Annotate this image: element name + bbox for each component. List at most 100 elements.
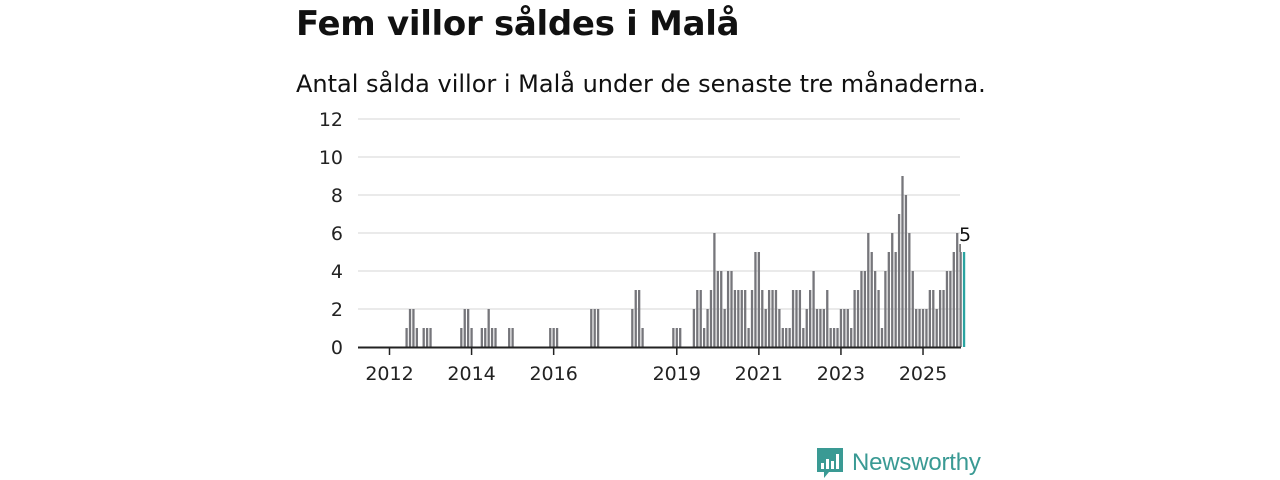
bar <box>809 290 812 347</box>
bar <box>829 328 832 347</box>
bar-chart: 0 2 4 6 8 10 12 2012 2014 2016 2019 2021 2023 2025 5 <box>319 109 971 385</box>
bar <box>692 309 696 347</box>
bar <box>463 309 466 347</box>
bar <box>631 309 634 347</box>
x-tick-label: 2025 <box>899 363 947 385</box>
bar <box>863 271 867 347</box>
bar <box>795 290 798 347</box>
bar <box>590 309 593 347</box>
bar <box>932 290 935 347</box>
bar <box>959 252 962 347</box>
bar <box>675 328 678 347</box>
bar <box>720 271 723 347</box>
bar <box>596 309 600 347</box>
bar <box>815 309 819 347</box>
y-tick-label: 4 <box>331 261 343 283</box>
bar <box>429 328 432 347</box>
bar <box>826 290 829 347</box>
bar <box>641 328 644 347</box>
bar <box>737 290 740 347</box>
bar <box>918 309 921 347</box>
bar <box>726 271 730 347</box>
x-axis-ticks: 2012 2014 2016 2019 2021 2023 2025 <box>365 348 947 385</box>
bar <box>839 309 843 347</box>
bar <box>850 328 853 347</box>
x-tick-label: 2021 <box>735 363 783 385</box>
x-tick-label: 2012 <box>365 363 413 385</box>
bar <box>908 233 911 347</box>
bar <box>764 309 767 347</box>
bar <box>754 252 757 347</box>
bar <box>696 290 699 347</box>
bar <box>778 309 781 347</box>
bar <box>408 309 412 347</box>
bar <box>723 309 726 347</box>
bar <box>706 309 709 347</box>
bar <box>870 252 873 347</box>
gridlines <box>358 118 960 310</box>
x-tick-label: 2014 <box>447 363 495 385</box>
bar <box>480 328 483 347</box>
bar <box>494 328 497 347</box>
bar <box>819 309 822 347</box>
bar <box>921 309 925 347</box>
bar <box>891 233 894 347</box>
bar <box>836 328 839 347</box>
bar <box>785 328 788 347</box>
bar <box>843 309 846 347</box>
bar <box>771 290 774 347</box>
bar <box>877 290 880 347</box>
bar <box>555 328 559 347</box>
bar <box>412 309 415 347</box>
x-tick-label: 2016 <box>529 363 577 385</box>
bar <box>425 328 429 347</box>
bar <box>812 271 815 347</box>
bar <box>487 309 490 347</box>
bar <box>467 309 470 347</box>
bar <box>774 290 778 347</box>
bar <box>860 271 863 347</box>
bar <box>415 328 419 347</box>
y-tick-label: 8 <box>331 185 343 207</box>
x-tick-label: 2023 <box>817 363 865 385</box>
bar <box>511 328 514 347</box>
bar <box>884 271 887 347</box>
bar <box>846 309 849 347</box>
y-tick-label: 6 <box>331 223 343 245</box>
bar <box>832 328 836 347</box>
bar <box>733 290 737 347</box>
bar <box>798 290 802 347</box>
bar <box>802 328 805 347</box>
newsworthy-logo: Newsworthy <box>815 446 981 480</box>
bars <box>405 176 966 347</box>
bar <box>679 328 682 347</box>
bar <box>761 290 764 347</box>
newsworthy-chart-logo-icon <box>817 448 843 478</box>
bar <box>422 328 425 347</box>
bar <box>484 328 487 347</box>
bar <box>702 328 706 347</box>
bar <box>713 233 716 347</box>
bar <box>915 309 918 347</box>
bar <box>709 290 713 347</box>
bar <box>873 271 877 347</box>
bar <box>822 309 825 347</box>
bar <box>928 290 932 347</box>
bar <box>716 271 719 347</box>
bar <box>856 290 860 347</box>
bar <box>945 271 949 347</box>
bar <box>508 328 511 347</box>
last-value-annotation: 5 <box>959 224 971 246</box>
bar <box>956 233 959 347</box>
bar <box>880 328 884 347</box>
bar <box>405 328 408 347</box>
bar <box>911 271 914 347</box>
bar-latest <box>962 252 966 347</box>
bar <box>805 309 808 347</box>
chart-title: Fem villor såldes i Malå <box>296 4 740 44</box>
brand-name: Newsworthy <box>852 449 981 476</box>
bar <box>699 290 702 347</box>
bar <box>730 271 733 347</box>
bar <box>894 252 897 347</box>
bar <box>925 309 928 347</box>
